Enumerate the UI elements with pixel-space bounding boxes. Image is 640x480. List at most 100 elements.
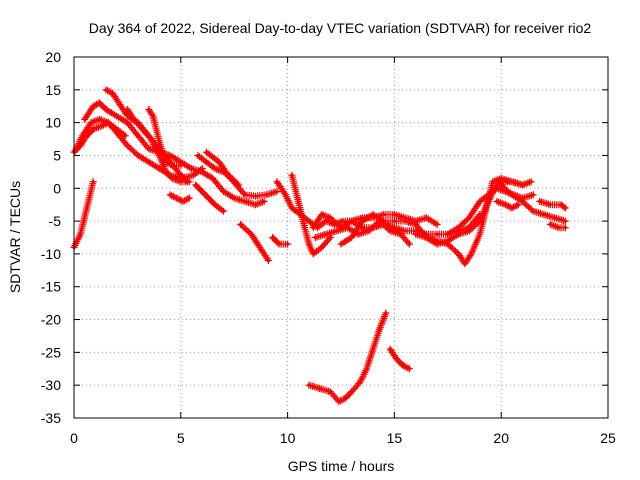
data-point	[392, 226, 396, 230]
data-point	[401, 363, 405, 368]
x-tick-label: 0	[70, 430, 78, 446]
data-point	[313, 235, 317, 240]
data-point	[277, 242, 281, 246]
data-point	[243, 199, 247, 203]
data-point	[98, 101, 102, 105]
series-s24	[536, 197, 569, 212]
data-point	[170, 176, 174, 181]
series-s16	[288, 171, 334, 258]
y-tick-label: -35	[41, 410, 61, 426]
series-s13	[237, 220, 272, 264]
data-point	[328, 390, 332, 394]
data-point	[311, 252, 315, 256]
data-point	[74, 147, 78, 151]
data-point	[371, 212, 375, 217]
data-point	[377, 327, 382, 331]
data-point	[510, 206, 514, 210]
series-s11	[198, 168, 268, 209]
data-point	[531, 193, 535, 197]
data-point	[283, 193, 288, 197]
data-point	[467, 216, 471, 220]
data-point	[275, 189, 279, 194]
series-s7	[145, 106, 185, 169]
series-markers	[237, 220, 272, 264]
data-point	[360, 219, 364, 223]
data-point	[226, 173, 230, 177]
series-markers	[536, 197, 569, 212]
data-point	[258, 245, 262, 249]
data-point	[110, 91, 115, 95]
data-layer	[70, 86, 569, 406]
data-point	[335, 229, 339, 233]
data-point	[367, 229, 371, 233]
data-point	[403, 219, 407, 223]
series-s9	[192, 181, 227, 215]
data-point	[147, 147, 151, 151]
data-point	[115, 130, 119, 135]
data-point	[531, 209, 535, 213]
data-point	[147, 107, 151, 112]
data-point	[392, 212, 396, 217]
data-point	[388, 347, 392, 351]
data-point	[232, 196, 236, 200]
x-tick-label: 25	[600, 430, 616, 446]
data-point	[204, 160, 209, 164]
data-point	[388, 229, 392, 233]
data-point	[456, 232, 461, 236]
data-point	[239, 222, 243, 226]
data-point	[435, 232, 439, 236]
data-point	[382, 219, 386, 223]
data-point	[424, 216, 429, 220]
data-point	[264, 193, 268, 197]
data-point	[271, 235, 275, 240]
data-point	[414, 232, 418, 236]
data-point	[187, 180, 191, 184]
data-point	[213, 166, 217, 171]
series-s20	[412, 174, 535, 268]
data-point	[456, 252, 461, 256]
data-point	[174, 196, 179, 200]
series-s22	[493, 197, 522, 212]
data-point	[106, 121, 110, 125]
data-point	[307, 383, 311, 387]
series-s8	[166, 191, 193, 205]
data-point	[328, 216, 332, 220]
data-point	[320, 212, 324, 217]
data-point	[538, 199, 542, 203]
data-point	[495, 186, 499, 190]
series-s27	[386, 345, 413, 373]
data-point	[341, 219, 345, 223]
data-point	[350, 390, 354, 394]
series-s25	[546, 220, 569, 232]
data-point	[486, 193, 490, 197]
data-point	[559, 203, 563, 207]
plot-frame	[73, 56, 609, 419]
data-point	[164, 170, 168, 174]
data-point	[211, 176, 215, 181]
data-point	[557, 226, 561, 230]
data-point	[200, 189, 204, 194]
data-point	[563, 219, 567, 223]
data-point	[384, 311, 388, 315]
x-axis-label: GPS time / hours	[288, 458, 395, 474]
data-point	[253, 203, 258, 207]
data-point	[446, 242, 450, 246]
data-point	[125, 144, 129, 148]
data-point	[168, 153, 172, 158]
data-point	[435, 222, 439, 226]
data-point	[164, 160, 168, 164]
series-s23	[497, 181, 569, 225]
data-point	[403, 229, 407, 233]
axis-ticks: 0 5 10 15 20 25 -35 -30 -25 -20 -15 -10 -5 0 5 10 15 20	[41, 49, 616, 446]
data-point	[194, 183, 198, 187]
data-point	[495, 199, 499, 203]
y-tick-label: -25	[41, 344, 61, 360]
data-point	[125, 107, 129, 112]
data-point	[424, 235, 429, 240]
data-point	[510, 180, 514, 184]
data-point	[469, 252, 473, 256]
y-tick-label: 20	[45, 49, 61, 65]
data-point	[503, 203, 508, 207]
data-point	[365, 367, 369, 371]
